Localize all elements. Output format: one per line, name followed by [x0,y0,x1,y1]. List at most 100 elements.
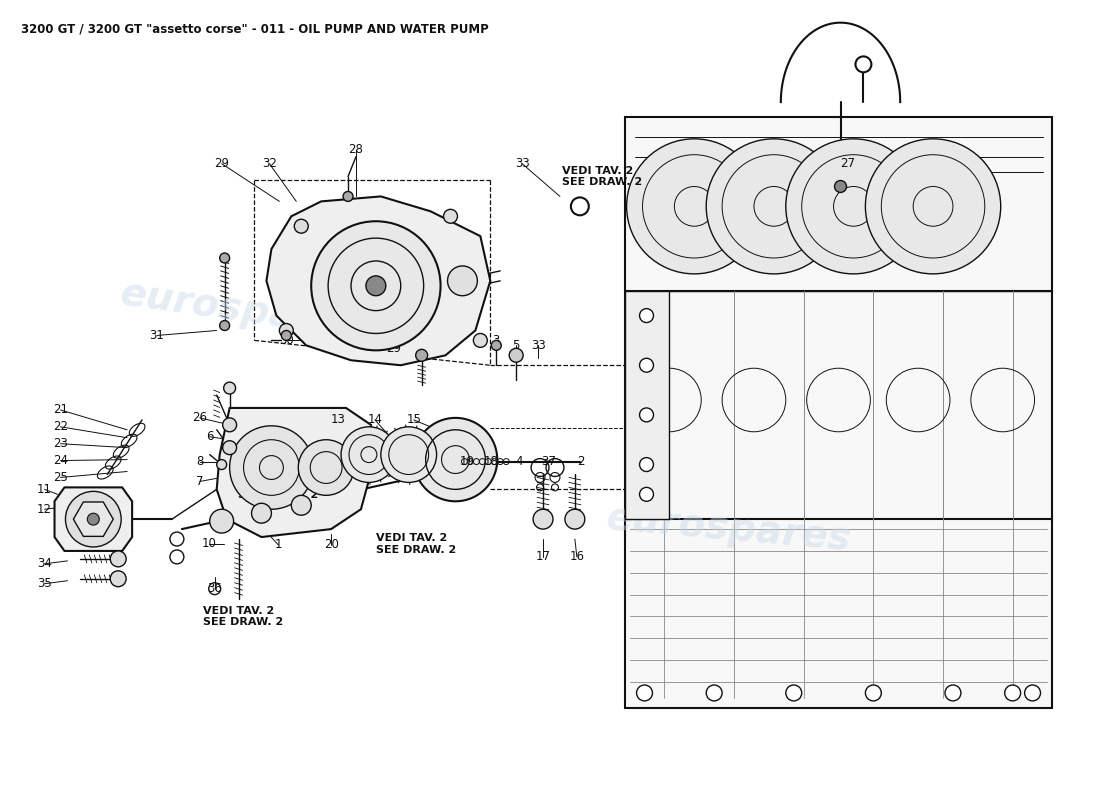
Circle shape [311,222,441,350]
Text: 3200 GT / 3200 GT "assetto corse" - 011 - OIL PUMP AND WATER PUMP: 3200 GT / 3200 GT "assetto corse" - 011 … [21,22,488,36]
Text: 5: 5 [513,339,520,352]
Text: 25: 25 [53,471,68,484]
Text: 3: 3 [493,334,500,347]
Circle shape [473,334,487,347]
Circle shape [565,510,585,529]
Circle shape [252,503,272,523]
Circle shape [343,191,353,202]
Text: 10: 10 [201,538,217,550]
Circle shape [223,382,235,394]
Bar [625,290,670,519]
Circle shape [414,418,497,502]
Circle shape [110,571,126,586]
Circle shape [706,139,842,274]
Circle shape [1004,685,1021,701]
Text: VEDI TAV. 2
SEE DRAW. 2: VEDI TAV. 2 SEE DRAW. 2 [375,533,455,554]
Circle shape [639,408,653,422]
Circle shape [835,181,847,193]
Circle shape [222,441,236,454]
Circle shape [66,491,121,547]
Text: 37: 37 [541,455,557,468]
Text: VEDI TAV. 2
SEE DRAW. 2: VEDI TAV. 2 SEE DRAW. 2 [562,166,642,187]
Circle shape [448,266,477,296]
Text: 19: 19 [460,455,475,468]
Circle shape [492,341,502,350]
Polygon shape [625,117,1053,708]
Text: 22: 22 [53,420,68,434]
Text: 15: 15 [406,414,421,426]
Text: 13: 13 [331,414,345,426]
Text: 2: 2 [578,455,584,468]
Text: 4: 4 [516,455,522,468]
Text: 12: 12 [37,502,52,516]
Circle shape [222,418,236,432]
Circle shape [341,427,397,482]
Text: 33: 33 [515,157,529,170]
Text: 14: 14 [367,414,383,426]
Text: 8: 8 [196,455,204,468]
Text: 11: 11 [37,483,52,496]
Text: 27: 27 [840,157,855,170]
Circle shape [866,139,1001,274]
Circle shape [627,139,762,274]
Circle shape [110,551,126,567]
Text: 23: 23 [53,437,68,450]
Polygon shape [266,197,491,366]
Polygon shape [74,502,113,536]
Text: 26: 26 [192,411,207,424]
Polygon shape [217,408,376,537]
Circle shape [639,487,653,502]
Text: 21: 21 [53,403,68,417]
Circle shape [282,330,292,341]
Circle shape [785,685,802,701]
Text: VEDI TAV. 2
SEE DRAW. 2: VEDI TAV. 2 SEE DRAW. 2 [239,478,319,500]
Text: 6: 6 [206,430,213,443]
Circle shape [295,219,308,233]
Text: 33: 33 [530,339,546,352]
Text: 36: 36 [207,582,222,595]
Text: 30: 30 [279,334,294,347]
Circle shape [706,685,722,701]
Text: 1: 1 [275,538,282,551]
Text: 32: 32 [262,157,277,170]
Circle shape [298,440,354,495]
Circle shape [87,514,99,525]
Circle shape [639,358,653,372]
Circle shape [220,253,230,263]
Circle shape [637,685,652,701]
Polygon shape [55,487,132,551]
Circle shape [443,210,458,223]
Circle shape [509,348,524,362]
Circle shape [639,458,653,471]
Circle shape [220,321,230,330]
Text: 31: 31 [150,329,164,342]
Circle shape [210,510,233,533]
Text: 29: 29 [386,342,402,355]
Text: 34: 34 [37,558,52,570]
Circle shape [217,459,227,470]
Text: VEDI TAV. 2
SEE DRAW. 2: VEDI TAV. 2 SEE DRAW. 2 [204,606,284,627]
Circle shape [381,427,437,482]
Circle shape [945,685,961,701]
Text: 29: 29 [214,157,229,170]
Text: 35: 35 [37,578,52,590]
Text: 20: 20 [323,538,339,551]
Circle shape [279,323,294,338]
Text: 28: 28 [349,143,363,156]
Circle shape [534,510,553,529]
Text: 18: 18 [484,455,498,468]
Circle shape [292,495,311,515]
Circle shape [866,685,881,701]
Circle shape [416,350,428,362]
Text: 16: 16 [570,550,584,563]
Text: eurospares: eurospares [605,499,854,558]
Circle shape [230,426,313,510]
Circle shape [639,309,653,322]
Text: 7: 7 [196,475,204,488]
Circle shape [856,57,871,72]
Text: 24: 24 [53,454,68,467]
Text: eurospares: eurospares [118,274,366,346]
Circle shape [366,276,386,296]
Circle shape [785,139,921,274]
Circle shape [1024,685,1041,701]
